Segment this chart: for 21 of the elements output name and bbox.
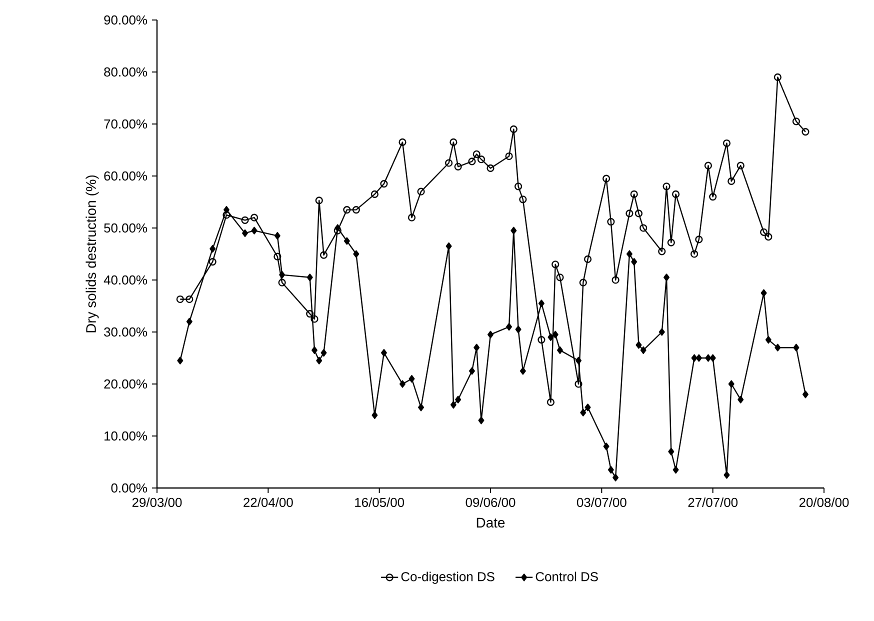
y-tick-label: 50.00% <box>104 223 148 233</box>
y-tick-label: 80.00% <box>104 67 148 77</box>
x-tick-label: 03/07/00 <box>576 498 626 508</box>
legend-label: Co-digestion DS <box>401 572 494 584</box>
y-tick-label: 60.00% <box>104 171 148 181</box>
y-tick-label: 10.00% <box>104 431 148 441</box>
x-tick-label: 20/08/00 <box>799 498 849 508</box>
y-tick-label: 90.00% <box>104 15 148 25</box>
y-tick-label: 40.00% <box>104 275 148 285</box>
legend-label: Control DS <box>536 572 598 582</box>
x-axis-title: Date <box>476 518 505 528</box>
y-tick-label: 30.00% <box>104 327 148 337</box>
x-tick-label: 22/04/00 <box>244 498 293 508</box>
x-tick-label: 27/07/00 <box>688 498 738 508</box>
x-tick-label: 09/06/00 <box>466 498 516 508</box>
x-tick-label: 16/05/00 <box>355 498 404 508</box>
x-tick-label: 29/03/00 <box>132 498 182 508</box>
y-axis-title: Dry solids destruction (%) <box>86 175 99 332</box>
y-tick-label: 20.00% <box>104 379 148 389</box>
y-tick-label: 0.00% <box>111 483 148 493</box>
y-tick-label: 70.00% <box>104 119 148 129</box>
